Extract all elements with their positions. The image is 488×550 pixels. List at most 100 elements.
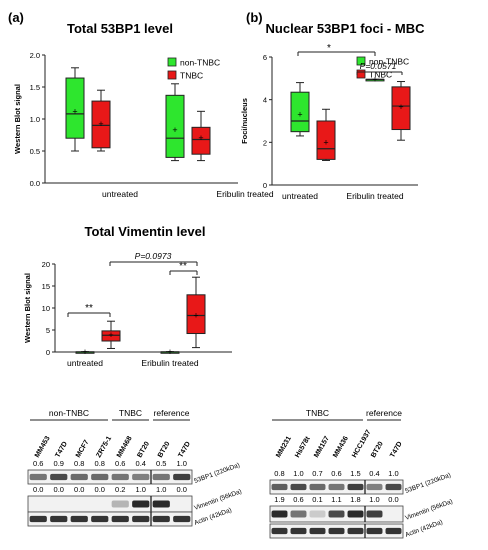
panel-label-b: (b) <box>246 10 263 25</box>
blot-band <box>328 527 345 535</box>
y-tick-label: 1.0 <box>30 115 40 124</box>
box-body <box>191 126 211 155</box>
band-quant-value: 0.6 <box>293 495 303 504</box>
chart-title: Nuclear 53BP1 foci - MBC <box>266 21 426 36</box>
lane-label: Hs578t <box>294 435 312 459</box>
band-quant-value: 0.5 <box>156 459 166 468</box>
mean-marker: + <box>398 102 403 112</box>
mean-marker: + <box>82 347 87 357</box>
box-nontnbc-1: + <box>160 347 180 357</box>
lane-label: HCC1937 <box>351 429 372 459</box>
band-quant-value: 0.7 <box>312 469 322 478</box>
blot-band <box>50 515 68 523</box>
x-category-label: untreated <box>67 358 103 368</box>
row-label: Actin (42kDa) <box>404 519 443 539</box>
box-tnbc-0: + <box>316 108 336 161</box>
significance-star: * <box>327 43 331 54</box>
blot-band <box>366 510 383 518</box>
blot-band <box>309 483 326 491</box>
pvalue-label: P=0.0571 <box>360 61 397 71</box>
box-body <box>316 120 336 160</box>
band-quant-value: 0.0 <box>95 485 105 494</box>
row-label: Vimentin (56kDa) <box>193 488 242 512</box>
legend-label: non-TNBC <box>369 57 409 67</box>
blot-band <box>50 473 68 481</box>
blot-band <box>290 483 307 491</box>
panel-label-a: (a) <box>8 10 24 25</box>
blot-band <box>70 473 88 481</box>
band-quant-value: 0.8 <box>74 459 84 468</box>
lane-label: T47D <box>389 441 404 459</box>
lane-label: MM436 <box>332 435 350 459</box>
x-category-label: Eribulin treated <box>216 189 273 199</box>
lane-label: ZR75-1 <box>95 435 113 459</box>
charts-layer: Total 53BP1 level 0.0 0.5 1.0 1.5 2.0 Western … <box>13 21 425 368</box>
lane-label: BT20 <box>136 441 151 459</box>
blot-right: TNBC reference MM231 Hs578t MM157 MM436 HCC193… <box>269 408 454 539</box>
group-label: reference <box>366 408 402 418</box>
blot-band <box>271 527 288 535</box>
band-quant-value: 0.1 <box>312 495 322 504</box>
blot-band <box>152 500 170 508</box>
mean-marker: + <box>72 106 77 116</box>
box-body <box>290 91 310 133</box>
y-tick-label: 0 <box>46 348 50 357</box>
box-body <box>165 94 185 158</box>
mean-marker: + <box>172 125 177 135</box>
blot-band <box>290 510 307 518</box>
blot-band <box>70 515 88 523</box>
row-label: Vimentin (56kDa) <box>404 498 453 522</box>
box-nontnbc-0: + <box>290 82 310 137</box>
legend-swatch <box>167 57 177 67</box>
lane-label: MM157 <box>313 435 331 459</box>
mean-marker: + <box>193 310 198 320</box>
blot-band <box>347 510 364 518</box>
y-tick-label: 10 <box>42 304 50 313</box>
band-quant-value: 0.0 <box>177 485 187 494</box>
mean-marker: + <box>167 347 172 357</box>
lane-label: T47D <box>54 441 69 459</box>
blot-band <box>29 515 47 523</box>
blot-band <box>366 527 383 535</box>
mean-marker: + <box>297 110 302 120</box>
box-body <box>101 330 121 342</box>
legend-label: TNBC <box>369 70 392 80</box>
lane-label: MM231 <box>275 435 293 459</box>
y-tick-label: 2.0 <box>30 51 40 60</box>
blot-band <box>173 473 191 481</box>
box-tnbc-0: + <box>101 320 121 349</box>
y-tick-label: 6 <box>263 53 267 62</box>
blot-band <box>385 527 402 535</box>
blot-band <box>173 515 191 523</box>
y-axis-label: Foci/nucleus <box>240 98 249 144</box>
chart-total53bp1: Total 53BP1 level 0.0 0.5 1.0 1.5 2.0 Western … <box>13 21 274 199</box>
band-quant-value: 0.6 <box>331 469 341 478</box>
band-quant-value: 0.6 <box>115 459 125 468</box>
blot-band <box>328 483 345 491</box>
blot-band <box>152 473 170 481</box>
lane-label: BT20 <box>370 441 385 459</box>
lane-label: MM453 <box>34 435 52 459</box>
band-quant-value: 1.1 <box>331 495 341 504</box>
lane-label: T47D <box>177 441 192 459</box>
row-label: 53BP1 (220kDa) <box>193 462 241 485</box>
blot-band <box>385 483 402 491</box>
blot-band <box>347 483 364 491</box>
blot-band <box>309 527 326 535</box>
box-tnbc-1: + <box>191 110 211 162</box>
box-tnbc-1: + <box>391 81 411 141</box>
chart-vimentin: Total Vimentin level 0 5 10 15 20 Western Blot… <box>23 224 232 368</box>
lane-label: BT20 <box>157 441 172 459</box>
band-quant-value: 0.9 <box>54 459 64 468</box>
band-quant-value: 0.0 <box>54 485 64 494</box>
significance-stars: ** <box>85 303 93 314</box>
mean-marker: + <box>98 119 103 129</box>
blot-band <box>366 483 383 491</box>
y-tick-label: 15 <box>42 282 50 291</box>
group-label: TNBC <box>119 408 142 418</box>
blot-band <box>111 473 129 481</box>
legend-swatch <box>356 69 366 79</box>
band-quant-value: 0.2 <box>115 485 125 494</box>
